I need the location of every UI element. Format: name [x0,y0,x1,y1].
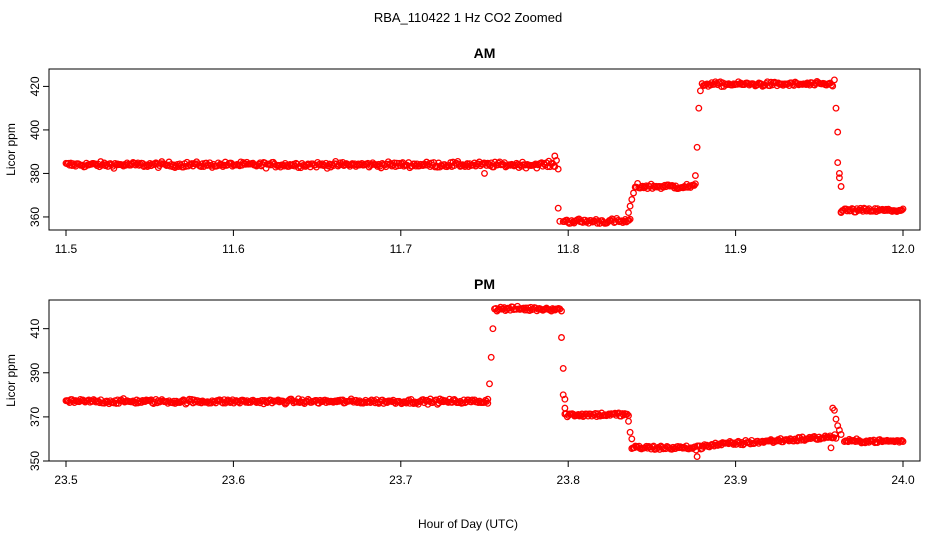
data-point [484,399,492,407]
data-point [837,183,845,190]
x-tick-label: 11.7 [390,242,413,256]
data-points [62,302,907,461]
data-point [219,399,227,407]
data-point [898,437,906,444]
x-tick-label: 11.6 [222,242,245,256]
x-tick-label: 11.9 [724,242,747,256]
data-point [695,104,703,112]
data-point [554,204,562,212]
data-point [830,406,838,414]
data-point [691,172,699,180]
data-point [431,163,439,171]
plot-frame [48,299,921,462]
data-point [834,159,842,167]
data-point [556,217,564,225]
data-point [835,169,843,177]
y-tick-label: 390 [28,362,42,382]
x-tick-label: 23.8 [557,473,581,487]
plot-frame [48,68,921,231]
data-point [832,415,840,423]
x-tick-label: 23.7 [389,473,413,487]
x-tick-label: 24.0 [891,473,915,487]
data-point [486,380,493,388]
data-point [832,104,840,112]
data-point [827,444,835,452]
data-point [630,189,637,197]
data-point [899,438,907,445]
data-point [625,216,633,224]
data-point [223,398,231,405]
y-axis-label: Licor ppm [4,123,18,176]
data-point [693,453,701,461]
data-point [601,411,609,419]
data-point [241,397,249,405]
data-point [728,439,736,447]
x-tick-label: 11.8 [557,242,580,256]
data-point [410,400,417,407]
y-tick-label: 350 [28,451,42,471]
y-tick-label: 410 [28,318,42,338]
x-tick-label: 12.0 [891,242,915,256]
y-tick-label: 360 [28,207,42,227]
data-point [691,180,699,188]
data-point [484,395,492,403]
am-panel: AM 11.5 11.6 11.7 11.8 11.9 12.0 360 380 400 420 Li… [4,45,921,256]
x-tick-label: 23.5 [54,473,78,487]
x-tick-label: 11.5 [55,242,78,256]
data-point [830,76,838,84]
data-point [507,161,514,169]
data-point [628,196,636,203]
data-point [899,205,907,213]
data-point [558,334,565,341]
data-point [481,169,488,177]
data-point [561,395,569,403]
y-axis-label: Licor ppm [4,354,18,407]
data-point [487,353,495,361]
data-point [628,435,636,443]
data-point [408,398,416,406]
data-point [829,82,837,90]
data-point [561,404,569,412]
data-point [558,307,565,315]
x-tick-label: 23.9 [724,473,748,487]
data-point [623,410,631,418]
chart-title: RBA_110422 1 Hz CO2 Zoomed [374,10,562,25]
panel-title: AM [474,45,496,61]
y-tick-label: 370 [28,407,42,427]
x-axis-label: Hour of Day (UTC) [418,517,518,531]
data-points [62,76,907,227]
y-tick-label: 420 [28,76,42,96]
data-point [834,128,842,136]
data-point [625,417,632,425]
panel-title: PM [474,276,495,292]
data-point [626,202,634,210]
data-point [618,410,626,418]
pm-panel: PM 23.5 23.6 23.7 23.8 23.9 24.0 350 370 390 410 Li… [4,276,921,487]
y-tick-label: 400 [28,120,42,140]
data-point [898,206,906,214]
data-point [559,364,567,372]
data-point [831,431,839,439]
data-point [693,143,701,151]
data-point [554,165,562,173]
data-point [835,174,843,182]
data-point [825,433,833,441]
data-point [368,160,375,168]
data-point [837,209,845,217]
data-point [489,325,497,333]
data-point [553,156,560,164]
data-point [626,215,634,223]
data-point [242,398,250,406]
data-point [690,181,698,189]
data-point [625,209,632,217]
data-point [832,434,840,442]
data-point [837,431,845,438]
data-point [768,437,776,445]
y-tick-label: 380 [28,163,42,183]
x-tick-label: 23.6 [222,473,246,487]
data-point [828,81,835,89]
data-point [626,428,634,436]
data-point [696,87,704,95]
